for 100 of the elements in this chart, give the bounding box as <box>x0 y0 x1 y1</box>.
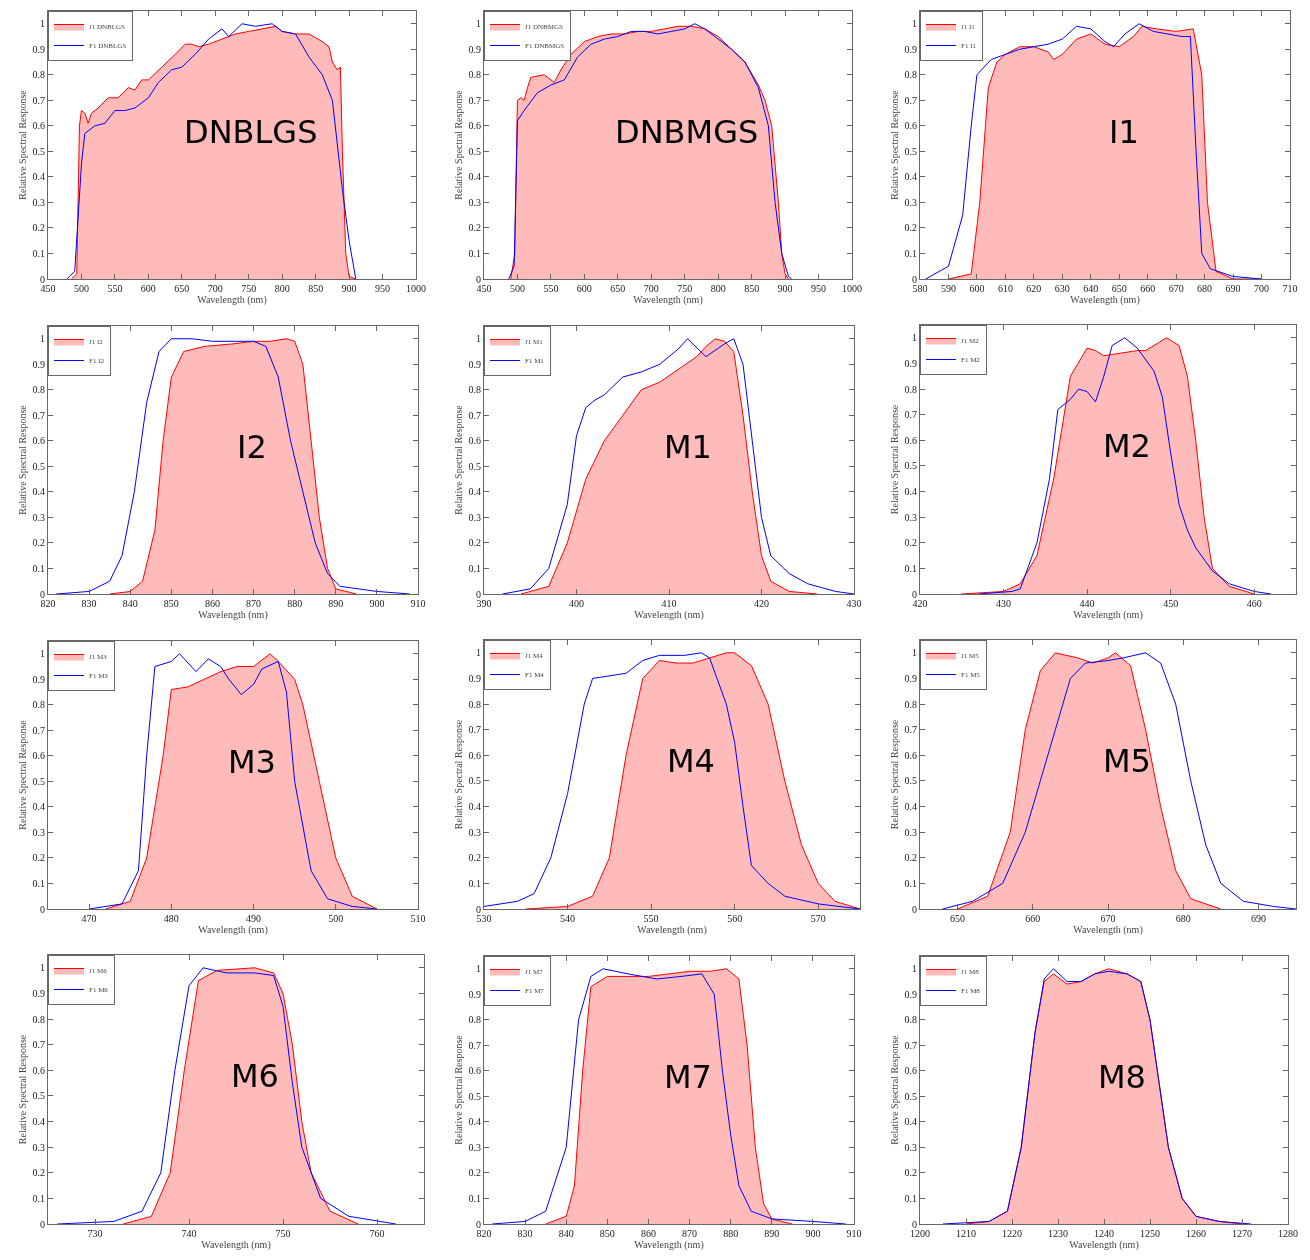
x-axis-title: Wavelength (nm) <box>198 924 268 936</box>
x-tick-label: 830 <box>517 1228 533 1239</box>
y-tick-label: 0.7 <box>468 724 481 736</box>
x-tick-label: 490 <box>246 913 262 924</box>
x-tick-label: 1250 <box>1140 1228 1160 1239</box>
x-tick-label: 560 <box>727 913 743 924</box>
line-series <box>502 338 854 594</box>
y-tick-label: 0.9 <box>32 673 45 685</box>
y-tick-label: 0.5 <box>904 775 917 787</box>
x-tick-label: 540 <box>560 913 576 924</box>
y-tick-label: 0.2 <box>32 852 45 864</box>
y-tick-label: 0.4 <box>904 171 917 183</box>
x-tick-label: 1210 <box>956 1228 976 1239</box>
annotation: M5 <box>1103 742 1151 780</box>
y-tick-label: 0.5 <box>468 775 481 787</box>
y-tick-label: 0.6 <box>468 1065 481 1077</box>
annotation: I2 <box>237 428 267 466</box>
x-tick-label: 750 <box>275 1228 291 1239</box>
y-tick-label: 0.3 <box>468 826 481 838</box>
y-axis-title: Relative Spectral Response <box>16 404 28 515</box>
x-axis-title: Wavelength (nm) <box>1073 924 1143 936</box>
x-tick-label: 670 <box>1100 913 1116 924</box>
x-tick-label: 800 <box>274 283 290 294</box>
x-tick-label: 440 <box>1079 598 1095 609</box>
y-tick-label: 0.2 <box>468 537 481 549</box>
y-tick-label: 0.6 <box>904 120 917 132</box>
x-tick-label: 510 <box>410 913 426 924</box>
y-tick-label: 0.5 <box>32 775 45 787</box>
x-tick-label: 860 <box>640 1228 656 1239</box>
annotation: M2 <box>1103 427 1151 465</box>
x-tick-label: 550 <box>543 283 559 294</box>
x-axis-title: Wavelength (nm) <box>634 1239 704 1251</box>
x-tick-label: 450 <box>40 283 56 294</box>
y-tick-label: 0.8 <box>904 698 917 710</box>
y-tick-label: 1 <box>40 962 45 974</box>
y-tick-label: 0.9 <box>904 357 917 369</box>
y-tick-label: 0.1 <box>468 562 481 574</box>
y-tick-label: 0.2 <box>32 537 45 549</box>
y-tick-label: 0.8 <box>468 69 481 81</box>
x-tick-label: 400 <box>569 598 584 609</box>
y-tick-label: 0.6 <box>32 1064 45 1076</box>
x-tick-label: 840 <box>558 1228 574 1239</box>
x-tick-label: 900 <box>805 1228 821 1239</box>
annotation: M4 <box>667 742 715 780</box>
x-tick-label: 870 <box>246 598 262 609</box>
y-tick-label: 0.8 <box>32 699 45 711</box>
x-tick-label: 500 <box>509 283 525 294</box>
x-tick-label: 880 <box>287 598 303 609</box>
x-axis-title: Wavelength (nm) <box>1069 1239 1139 1251</box>
line-series <box>942 652 1296 909</box>
y-tick-label: 0.8 <box>904 383 917 395</box>
x-tick-label: 500 <box>328 913 344 924</box>
y-tick-label: 0.9 <box>904 672 917 684</box>
x-tick-label: 890 <box>764 1228 780 1239</box>
x-axis-title: Wavelength (nm) <box>197 294 267 306</box>
x-tick-label: 880 <box>723 1228 739 1239</box>
x-tick-label: 950 <box>811 283 827 294</box>
y-tick-label: 0.3 <box>468 511 481 523</box>
y-tick-label: 0.3 <box>904 826 917 838</box>
x-axis-title: Wavelength (nm) <box>637 924 707 936</box>
y-tick-label: 0.6 <box>904 1065 917 1077</box>
y-tick-label: 0.9 <box>468 672 481 684</box>
y-tick-label: 0.6 <box>468 120 481 132</box>
y-tick-label: 0.4 <box>32 171 45 183</box>
y-tick-label: 0.9 <box>468 358 481 370</box>
y-tick-label: 0.3 <box>32 511 45 523</box>
x-tick-label: 840 <box>122 598 138 609</box>
y-tick-label: 1 <box>40 333 45 345</box>
y-tick-label: 0.8 <box>468 384 481 396</box>
y-tick-label: 0.5 <box>32 1090 45 1102</box>
y-tick-label: 1 <box>912 963 917 975</box>
y-tick-label: 0.7 <box>904 409 917 421</box>
x-tick-label: 850 <box>599 1228 615 1239</box>
y-axis-title: Relative Spectral Response <box>452 1034 464 1145</box>
y-axis-title: Relative Spectral Response <box>452 404 464 515</box>
x-tick-label: 710 <box>1282 283 1298 294</box>
y-tick-label: 1 <box>476 333 481 345</box>
x-tick-label: 890 <box>328 598 344 609</box>
y-tick-label: 0.4 <box>904 801 917 813</box>
y-tick-label: 0.8 <box>468 698 481 710</box>
annotation: DNBMGS <box>615 113 759 151</box>
x-tick-label: 420 <box>912 598 928 609</box>
y-axis-title: Relative Spectral Response <box>888 719 900 830</box>
y-tick-label: 0.5 <box>904 460 917 472</box>
x-tick-label: 900 <box>777 283 793 294</box>
y-tick-label: 0 <box>912 903 917 915</box>
x-tick-label: 410 <box>661 598 677 609</box>
y-tick-label: 0.4 <box>468 171 481 183</box>
y-tick-label: 0.7 <box>32 724 45 736</box>
x-tick-label: 640 <box>1083 283 1099 294</box>
y-axis-title: Relative Spectral Response <box>888 404 900 515</box>
y-tick-label: 0.1 <box>468 1192 481 1204</box>
y-tick-label: 0.9 <box>32 358 45 370</box>
y-tick-label: 0.5 <box>904 145 917 157</box>
y-tick-label: 0.9 <box>32 987 45 999</box>
y-tick-label: 0.3 <box>468 196 481 208</box>
y-tick-label: 0.7 <box>468 94 481 106</box>
y-tick-label: 0.7 <box>904 1039 917 1051</box>
y-tick-label: 0.5 <box>468 1090 481 1102</box>
y-axis-title: Relative Spectral Response <box>888 1034 900 1145</box>
